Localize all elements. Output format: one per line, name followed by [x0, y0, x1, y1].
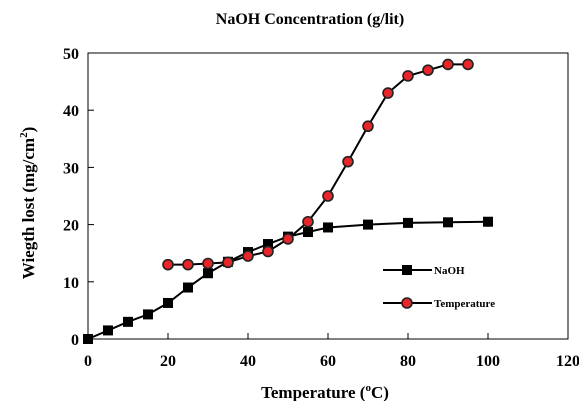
data-point-naoh [143, 309, 153, 320]
data-point-temperature [282, 233, 294, 245]
data-point-naoh [183, 282, 193, 293]
y-tick-label: 40 [63, 103, 79, 120]
y-axis-label: Wiegth lost (mg/cm2) [18, 127, 38, 280]
data-point-temperature [182, 258, 194, 271]
data-point-temperature [262, 245, 274, 258]
y-tick-label: 0 [71, 332, 79, 349]
x-axis-label: Temperature (oC) [261, 382, 389, 401]
y-tick-label: 10 [63, 275, 79, 292]
y-tick-label: 20 [63, 218, 79, 235]
data-point-temperature [162, 258, 174, 271]
x-tick-label: 40 [240, 353, 256, 370]
data-point-temperature [442, 58, 454, 71]
x-tick-label: 120 [556, 353, 579, 370]
x-tick-label: 100 [476, 353, 500, 370]
x-tick-label: 0 [84, 353, 92, 370]
data-point-temperature [242, 250, 254, 262]
legend-marker [402, 265, 412, 275]
data-point-temperature [202, 257, 214, 270]
data-point-naoh [403, 217, 413, 228]
data-point-temperature [382, 87, 394, 99]
data-point-temperature [322, 190, 334, 202]
data-point-naoh [83, 334, 93, 344]
data-point-temperature [342, 155, 354, 168]
plot-area: 0 20 40 60 80 100 120 0 10 20 30 40 50 [63, 46, 579, 370]
data-point-naoh [103, 325, 113, 336]
x-tick-label: 20 [160, 353, 176, 370]
data-point-naoh [443, 217, 453, 228]
data-point-temperature [302, 215, 314, 228]
y-tick-label: 30 [63, 160, 79, 177]
data-point-temperature [422, 64, 434, 76]
legend-label: Temperature [434, 298, 495, 310]
data-point-temperature [402, 70, 414, 82]
data-point-naoh [363, 219, 373, 230]
data-point-naoh [203, 268, 213, 279]
data-point-naoh [323, 222, 333, 233]
data-point-naoh [263, 239, 273, 250]
data-point-temperature [462, 58, 474, 71]
x-tick-label: 60 [320, 353, 336, 370]
data-point-naoh [303, 227, 313, 238]
data-point-temperature [362, 120, 374, 133]
data-point-temperature [222, 256, 234, 269]
legend-label: NaOH [434, 265, 465, 277]
chart-title: NaOH Concentration (g/lit) [216, 11, 404, 28]
y-tick-label: 50 [63, 46, 79, 63]
x-tick-label: 80 [400, 353, 416, 370]
data-point-naoh [163, 297, 173, 308]
legend-marker [401, 297, 413, 309]
series-line-temperature [168, 63, 468, 266]
data-point-naoh [123, 316, 133, 327]
legend: NaOH Temperature [383, 265, 495, 310]
data-point-naoh [483, 216, 493, 227]
